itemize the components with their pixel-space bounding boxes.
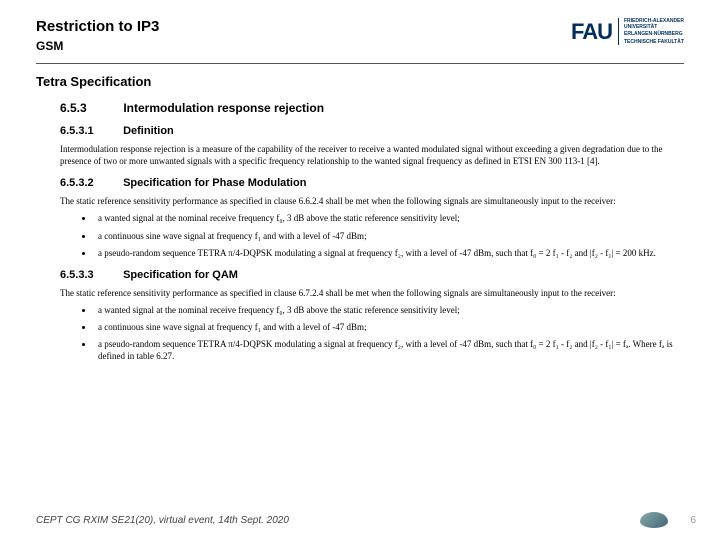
list-item: a pseudo-random sequence TETRA π/4-DQPSK… bbox=[94, 338, 678, 362]
definition-text: Intermodulation response rejection is a … bbox=[60, 143, 678, 167]
spec-heading-pm: 6.5.3.2 Specification for Phase Modulati… bbox=[60, 177, 678, 189]
spec-heading-main: 6.5.3 Intermodulation response rejection bbox=[60, 101, 678, 115]
qam-bullets: a wanted signal at the nominal receive f… bbox=[94, 304, 678, 363]
fau-logo: FAU FRIEDRICH-ALEXANDER UNIVERSITÄT ERLA… bbox=[571, 18, 684, 45]
footer-text: CEPT CG RXIM SE21(20), virtual event, 14… bbox=[36, 515, 289, 526]
spec-heading-qam: 6.5.3.3 Specification for QAM bbox=[60, 269, 678, 281]
footer-right: 6 bbox=[640, 512, 696, 528]
heading-text: Definition bbox=[123, 125, 174, 137]
logo-line: ERLANGEN-NÜRNBERG bbox=[624, 31, 684, 37]
slide-title: Restriction to IP3 bbox=[36, 18, 571, 35]
spec-content: 6.5.3 Intermodulation response rejection… bbox=[0, 101, 720, 363]
heading-number: 6.5.3.3 bbox=[60, 269, 120, 281]
spec-heading-def: 6.5.3.1 Definition bbox=[60, 125, 678, 137]
slide-subtitle: GSM bbox=[36, 39, 571, 53]
logo-text: FAU bbox=[571, 19, 612, 45]
list-item: a wanted signal at the nominal receive f… bbox=[94, 304, 678, 316]
list-item: a continuous sine wave signal at frequen… bbox=[94, 321, 678, 333]
list-item: a continuous sine wave signal at frequen… bbox=[94, 230, 678, 242]
heading-text: Intermodulation response rejection bbox=[123, 101, 324, 115]
logo-institution: FRIEDRICH-ALEXANDER UNIVERSITÄT ERLANGEN… bbox=[618, 18, 684, 45]
heading-number: 6.5.3 bbox=[60, 101, 120, 115]
section-heading: Tetra Specification bbox=[0, 64, 720, 95]
header-left: Restriction to IP3 GSM bbox=[36, 18, 571, 53]
list-item: a wanted signal at the nominal receive f… bbox=[94, 212, 678, 224]
heading-number: 6.5.3.1 bbox=[60, 125, 120, 137]
qam-intro: The static reference sensitivity perform… bbox=[60, 287, 678, 299]
pm-intro: The static reference sensitivity perform… bbox=[60, 195, 678, 207]
heading-number: 6.5.3.2 bbox=[60, 177, 120, 189]
heading-text: Specification for Phase Modulation bbox=[123, 177, 306, 189]
slide-header: Restriction to IP3 GSM FAU FRIEDRICH-ALE… bbox=[0, 0, 720, 59]
page-number: 6 bbox=[690, 515, 696, 526]
footer-logo-icon bbox=[640, 512, 668, 528]
heading-text: Specification for QAM bbox=[123, 269, 238, 281]
list-item: a pseudo-random sequence TETRA π/4-DQPSK… bbox=[94, 247, 678, 259]
slide-footer: CEPT CG RXIM SE21(20), virtual event, 14… bbox=[36, 512, 696, 528]
pm-bullets: a wanted signal at the nominal receive f… bbox=[94, 212, 678, 258]
logo-line: TECHNISCHE FAKULTÄT bbox=[624, 39, 684, 45]
